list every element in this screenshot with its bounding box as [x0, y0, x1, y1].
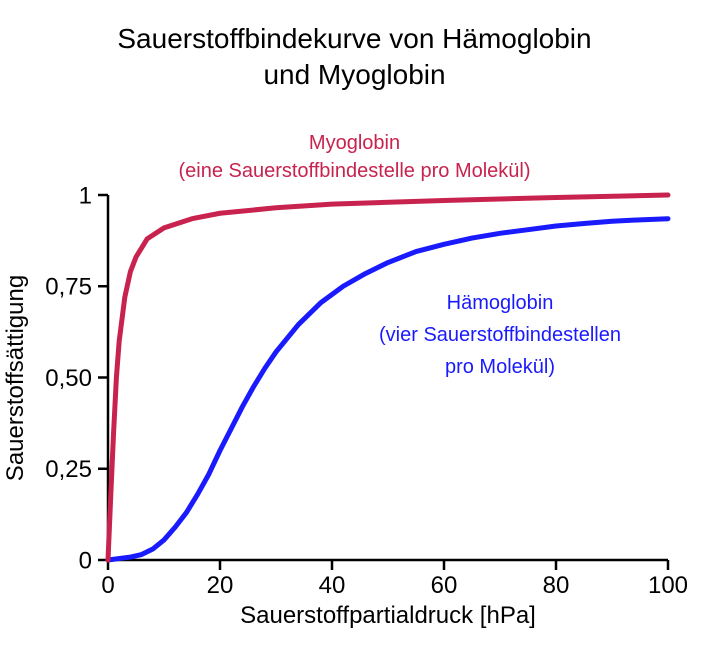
y-tick-label: 0,75 — [45, 274, 92, 301]
x-tick-label: 60 — [431, 572, 458, 599]
chart-title-line2: und Myoglobin — [0, 58, 709, 92]
x-tick-label: 80 — [543, 572, 570, 599]
haemoglobin-curve — [108, 219, 668, 560]
y-tick-label: 0,50 — [45, 365, 92, 392]
y-axis-label: Sauerstoffsättigung — [2, 195, 30, 560]
y-ticks: 0 0,25 0,50 0,75 1 — [45, 182, 108, 574]
y-tick-label: 0,25 — [45, 456, 92, 483]
x-tick-label: 20 — [207, 572, 234, 599]
chart-title-line1: Sauerstoffbindekurve von Hämoglobin — [0, 22, 709, 56]
myoglobin-label-line1: Myoglobin — [0, 130, 709, 157]
x-ticks: 0 20 40 60 80 100 — [101, 560, 688, 599]
myoglobin-label-line2: (eine Sauerstoffbindestelle pro Molekül) — [0, 158, 709, 185]
y-tick-label: 0 — [79, 547, 92, 574]
x-tick-label: 0 — [101, 572, 114, 599]
x-tick-label: 100 — [648, 572, 688, 599]
chart-canvas: Sauerstoffbindekurve von Hämoglobin und … — [0, 0, 709, 659]
y-tick-label: 1 — [79, 182, 92, 209]
plot-area: 020406080100 00,250,500,751 — [108, 195, 668, 610]
x-tick-label: 40 — [319, 572, 346, 599]
